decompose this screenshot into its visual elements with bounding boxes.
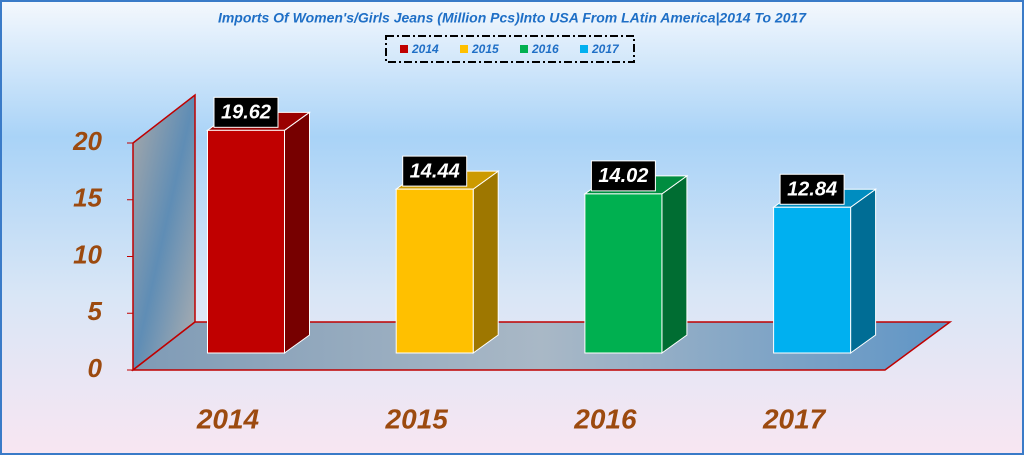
legend-swatch [520,45,528,53]
y-tick-label: 5 [88,296,103,326]
value-label: 12.84 [787,179,837,201]
y-tick-label: 0 [88,353,103,383]
legend-label: 2017 [591,42,620,56]
x-tick-label: 2017 [762,403,827,434]
legend-label: 2015 [471,42,499,56]
value-label: 19.62 [221,102,271,124]
value-label-box [590,160,656,192]
bar [584,193,663,354]
bar-side [850,188,877,354]
x-tick-label: 2016 [573,403,637,434]
legend-box [385,35,635,63]
value-label-box [779,173,845,205]
y-tick-label: 15 [73,183,102,213]
bar [207,129,285,354]
legend-label: 2016 [531,42,559,56]
floor [130,321,953,371]
y-tick-label: 20 [72,126,102,156]
legend-label: 2014 [411,42,439,56]
legend-swatch [460,45,468,53]
legend-swatch [580,45,588,53]
value-label-box [213,96,279,128]
bar [395,188,474,354]
value-label: 14.44 [410,160,460,182]
value-label: 14.02 [598,165,648,187]
bar-side [284,111,310,354]
legend-swatch [400,45,408,53]
x-tick-label: 2015 [385,403,449,434]
chart-title: Imports Of Women's/Girls Jeans (Million … [218,10,807,26]
bar-side [661,174,688,354]
y-tick-label: 10 [73,239,102,269]
x-tick-label: 2014 [196,403,260,434]
value-label-box [402,155,468,187]
bar [773,206,852,354]
bar-side [472,170,499,354]
